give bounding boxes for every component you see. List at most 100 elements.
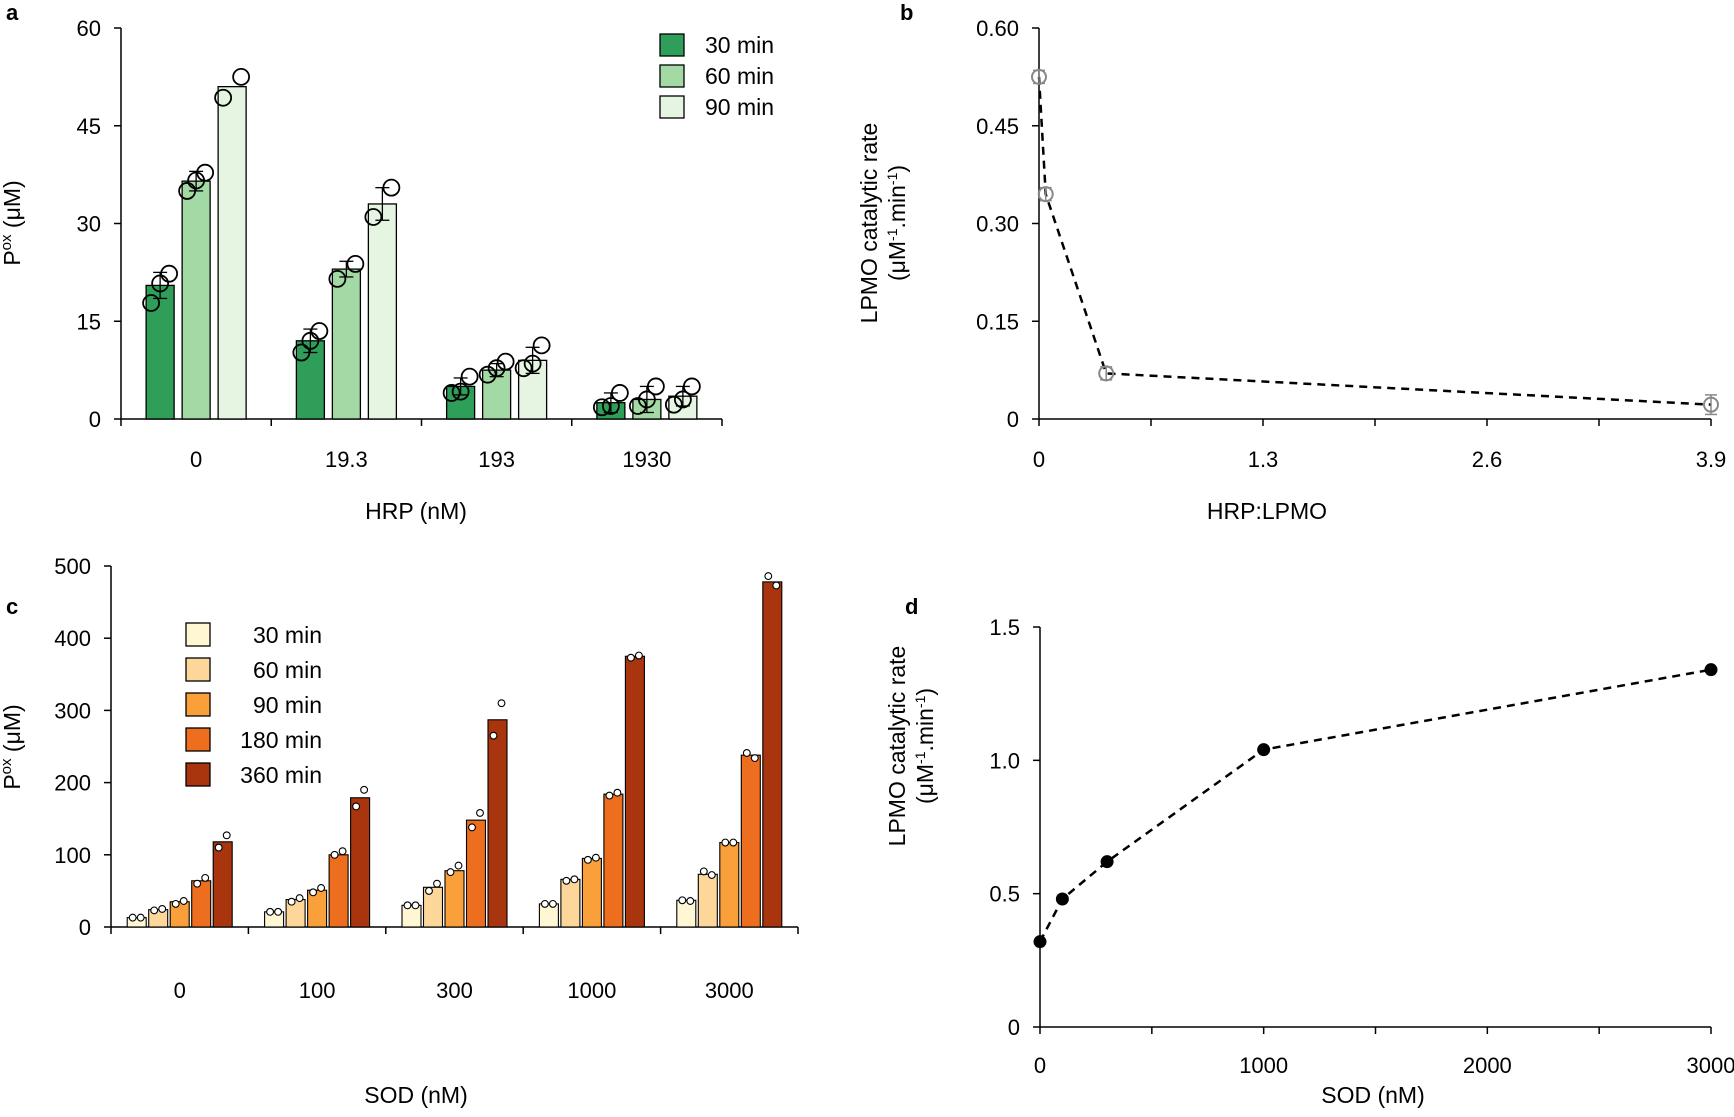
panel-c-x-axis-label: SOD (nM) <box>364 1082 468 1108</box>
panel-c-y-tick-label: 500 <box>54 554 91 579</box>
panel-c-y-tick-label: 0 <box>79 915 91 940</box>
panel-c-bar <box>538 903 559 928</box>
panel-c-legend-swatch <box>185 692 211 717</box>
panel-c-legend-label: 360 min <box>240 762 322 788</box>
panel-c-replicate-point <box>540 899 549 908</box>
panel-d-x-tick-label: 2000 <box>1463 1053 1512 1078</box>
panel-a-bar <box>367 203 398 420</box>
panel-d-y-axis-label: LPMO catalytic rate (μM-1.min-1) <box>884 646 938 847</box>
panel-b-data-point <box>1703 396 1719 413</box>
panel-d-data-point <box>1055 892 1069 906</box>
panel-c-replicate-point <box>764 572 773 581</box>
panel-c-x-tick-label: 0 <box>174 978 186 1003</box>
panel-a-replicate-point <box>664 395 683 414</box>
panel-c-replicate-point <box>171 899 180 908</box>
panel-a-replicate-point <box>151 274 170 293</box>
panel-b-x-tick-label: 2.6 <box>1472 447 1503 472</box>
panel-c-replicate-point <box>309 888 318 897</box>
panel-a-replicate-point <box>514 359 533 378</box>
panel-a-replicate-point <box>142 294 161 312</box>
panel-c-legend-label: 30 min <box>253 622 322 648</box>
panel-a-replicate-point <box>328 269 347 288</box>
panel-a-replicate-point <box>487 359 506 378</box>
panel-a-replicate-point <box>346 255 365 273</box>
svg-text:Pox (μM): Pox (μM) <box>0 180 25 265</box>
panel-a-x-tick-label: 1930 <box>622 447 671 472</box>
panel-a-replicate-point <box>451 382 470 401</box>
panel-b-y-tick-label: 0 <box>1007 407 1019 432</box>
panel-a-legend-swatch <box>659 64 685 88</box>
panel-c-replicate-point <box>742 749 751 757</box>
panel-c-replicate-point <box>729 838 738 847</box>
panel-a-legend-label: 60 min <box>705 63 774 89</box>
panel-b: b LPMO catalytic rate (μM-1.min-1) HRP:L… <box>856 0 1726 524</box>
panel-c-replicate-point <box>295 894 304 903</box>
panel-c-replicate-point <box>548 899 557 908</box>
panel-c-replicate-point <box>338 847 347 856</box>
panel-c-bar <box>560 878 581 928</box>
panel-c-legend-swatch <box>185 657 211 682</box>
panel-d-y-tick-label: 0.5 <box>989 882 1020 907</box>
panel-c: c Pox (μM) SOD (nM) 0 100 200 300 400 500 0 100… <box>0 554 799 1108</box>
panel-a-bar <box>517 359 548 420</box>
panel-c-bar <box>740 754 761 928</box>
panel-b-y-tick-label: 0.60 <box>976 16 1019 41</box>
panel-c-legend-label: 180 min <box>240 727 322 753</box>
panel-a-replicate-point <box>310 322 329 340</box>
panel-c-x-tick-label: 300 <box>436 978 473 1003</box>
panel-c-replicate-point <box>222 831 231 840</box>
panel-b-x-axis-label: HRP:LPMO <box>1207 498 1327 524</box>
panel-a-y-tick-label: 60 <box>77 16 101 41</box>
panel-d: d LPMO catalytic rate (μM-1.min-1) SOD (… <box>884 594 1734 1108</box>
svg-text:Pox (μM): Pox (μM) <box>0 704 25 789</box>
panel-c-replicate-point <box>699 867 708 876</box>
panel-b-series-line <box>1037 76 1712 406</box>
panel-c-bar <box>169 901 190 928</box>
panel-a-x-tick-label: 0 <box>190 447 202 472</box>
panel-d-y-tick-label: 1.5 <box>989 615 1020 640</box>
panel-a-replicate-point <box>301 331 320 350</box>
panel-a: a Pox (μM) HRP (nM) 0 15 30 45 60 0 19.3 193 193… <box>0 0 774 524</box>
panel-a-y-tick-label: 0 <box>89 407 101 432</box>
panel-d-x-tick-label: 0 <box>1034 1053 1046 1078</box>
panel-c-replicate-point <box>433 879 441 888</box>
panel-d-data-point <box>1033 935 1047 949</box>
panel-c-y-axis-label: Pox (μM) <box>0 704 25 789</box>
panel-c-bar <box>603 793 624 928</box>
panel-c-bar <box>719 841 740 928</box>
panel-c-bar <box>624 655 645 928</box>
panel-c-bar <box>285 899 306 928</box>
panel-c-x-tick-label: 1000 <box>567 978 616 1003</box>
panel-a-bar <box>181 180 211 420</box>
panel-b-y-tick-label: 0.30 <box>976 212 1019 237</box>
panel-c-replicate-point <box>583 855 592 864</box>
panel-label-a: a <box>6 0 19 25</box>
panel-c-replicate-point <box>352 802 361 811</box>
panel-c-bar <box>444 870 465 928</box>
panel-b-x-tick-label: 0 <box>1033 447 1045 472</box>
panel-c-replicate-point <box>613 788 622 797</box>
panel-a-bar <box>145 284 175 420</box>
panel-label-b: b <box>900 0 913 25</box>
panel-c-bar <box>581 857 602 928</box>
panel-c-replicate-point <box>330 850 339 859</box>
panel-c-replicate-point <box>193 879 202 888</box>
panel-c-replicate-point <box>707 871 716 879</box>
panel-a-bar <box>331 268 362 420</box>
panel-b-data-point <box>1098 365 1115 382</box>
panel-c-replicate-point <box>201 873 210 882</box>
panel-c-replicate-point <box>686 897 695 905</box>
panel-a-replicate-point <box>496 352 515 371</box>
panel-c-y-tick-label: 100 <box>54 843 91 868</box>
panel-c-replicate-point <box>446 868 455 877</box>
panel-c-replicate-point <box>476 808 484 817</box>
panel-c-bar <box>697 873 718 928</box>
panel-a-replicate-point <box>232 67 251 86</box>
panel-c-replicate-point <box>287 897 296 906</box>
panel-c-replicate-point <box>179 897 188 905</box>
panel-a-legend-label: 90 min <box>705 94 774 120</box>
panel-c-y-tick-label: 200 <box>54 771 91 796</box>
panel-a-replicate-point <box>646 377 665 396</box>
panel-c-replicate-point <box>750 754 759 763</box>
